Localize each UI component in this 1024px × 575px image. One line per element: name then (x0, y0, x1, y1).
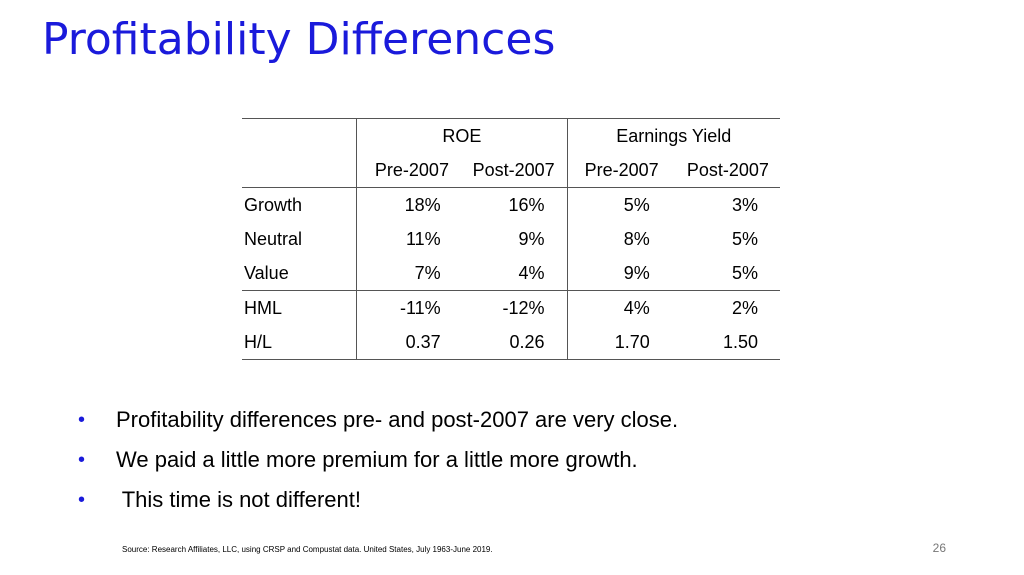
bullet-icon: • (78, 449, 86, 471)
table-cell: -11% (356, 290, 461, 325)
bullet-item: • Profitability differences pre- and pos… (78, 402, 678, 442)
table-corner-cell (242, 118, 358, 153)
bullet-item: • This time is not different! (78, 482, 678, 522)
table-cell: 2% (675, 290, 780, 325)
table-cell: 4% (460, 256, 568, 291)
page-number: 26 (932, 541, 946, 555)
table-row: H/L 0.37 0.26 1.70 1.50 (242, 325, 780, 360)
table-cell: 1.50 (675, 325, 780, 360)
bullet-text: Profitability differences pre- and post-… (116, 407, 679, 432)
subheader-roe-post: Post-2007 (460, 153, 568, 188)
row-label: H/L (242, 325, 358, 360)
table-cell: 8% (623, 228, 650, 249)
table-cell: 9% (623, 262, 650, 283)
subheader-ey-pre: Pre-2007 (567, 153, 676, 188)
table-corner-cell (242, 153, 358, 188)
table-row: Value 7% 4% 9% 5% (242, 256, 780, 291)
profitability-table: ROE Earnings Yield Pre-2007 Post-2007 Pr… (242, 118, 780, 360)
subheader-roe-pre: Pre-2007 (356, 153, 461, 188)
bullet-icon: • (78, 409, 86, 431)
table-cell: -12% (460, 290, 568, 325)
table-cell: 5% (623, 194, 650, 215)
bullet-text: We paid a little more premium for a litt… (116, 447, 638, 472)
row-label: Neutral (242, 222, 358, 256)
table-row: Growth 18% 16% 5% 3% (242, 187, 780, 222)
table-cell: 0.26 (460, 325, 568, 360)
table-cell: 5% (731, 262, 758, 283)
group-header-roe: ROE (356, 118, 568, 153)
table-group-header-row: ROE Earnings Yield (242, 118, 780, 153)
table-row: HML -11% -12% 4% 2% (242, 290, 780, 325)
row-label: Growth (242, 187, 358, 222)
table-cell: 18% (404, 194, 441, 215)
subheader-ey-post: Post-2007 (675, 153, 780, 188)
table-cell: 5% (731, 228, 758, 249)
table-cell: 0.37 (356, 325, 461, 360)
row-label: Value (242, 256, 358, 291)
table-cell: 3% (731, 194, 758, 215)
row-label: HML (242, 290, 358, 325)
table-cell: 16% (460, 187, 568, 222)
table-cell: 4% (567, 290, 676, 325)
bullet-icon: • (78, 489, 86, 511)
bullet-item: • We paid a little more premium for a li… (78, 442, 678, 482)
slide-title: Profitability Differences (42, 14, 556, 65)
table-cell: 7% (414, 262, 441, 283)
source-note: Source: Research Affiliates, LLC, using … (122, 545, 493, 554)
bullet-list: • Profitability differences pre- and pos… (78, 402, 678, 522)
table-row: Neutral 11% 9% 8% 5% (242, 222, 780, 256)
table-cell: 9% (460, 222, 568, 256)
table-cell: 11% (405, 228, 441, 249)
bullet-text: This time is not different! (116, 487, 361, 512)
group-header-earnings-yield: Earnings Yield (567, 118, 780, 153)
table-cell: 1.70 (567, 325, 676, 360)
table-subheader-row: Pre-2007 Post-2007 Pre-2007 Post-2007 (242, 153, 780, 188)
